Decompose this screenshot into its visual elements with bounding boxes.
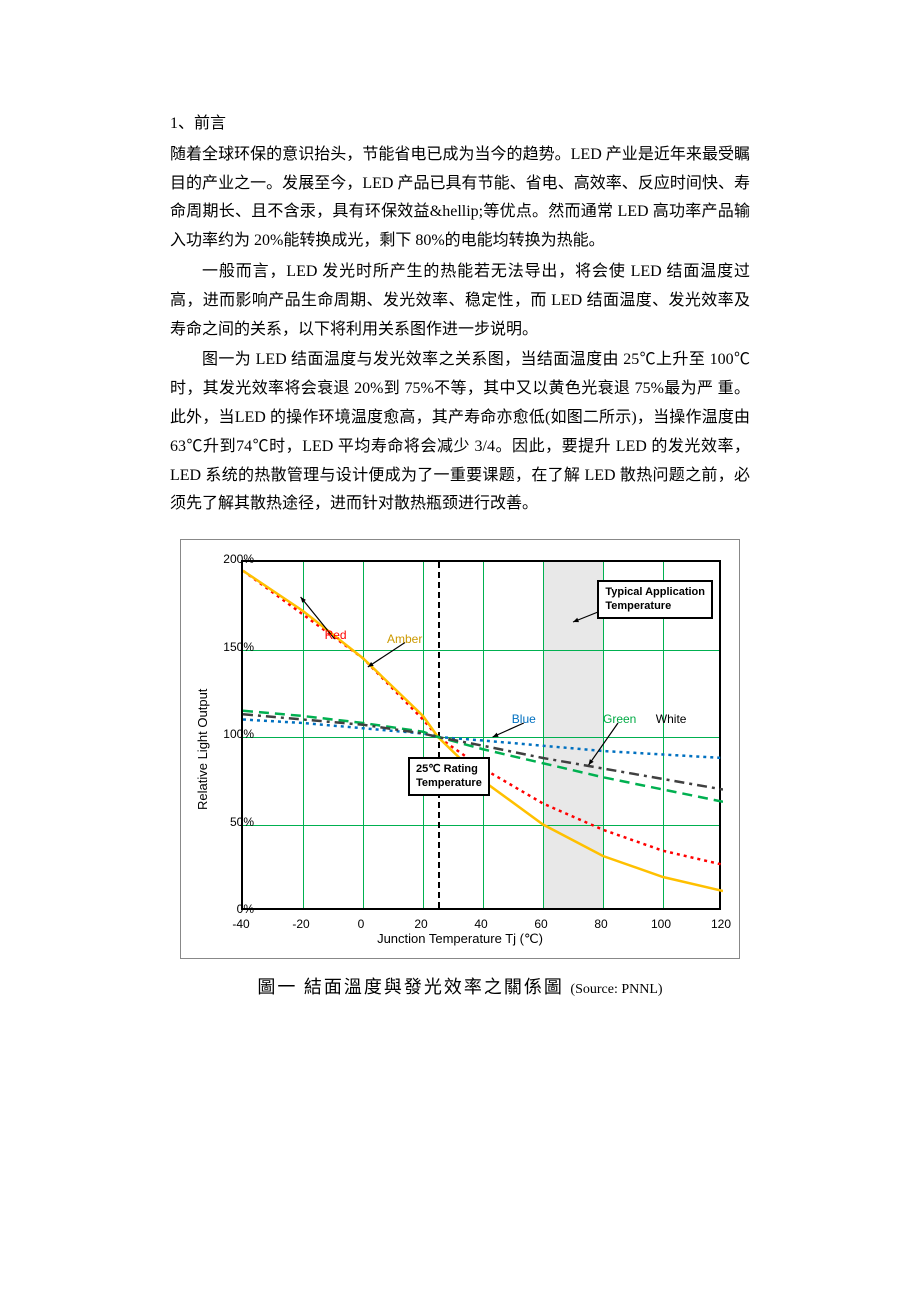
chart-box: Relative Light Output Red Amber Blue Green W… bbox=[180, 539, 740, 959]
series-label-amber: Amber bbox=[387, 629, 422, 651]
x-axis-label: Junction Temperature Tj (℃) bbox=[377, 927, 543, 950]
x-tick-label: 40 bbox=[474, 914, 487, 936]
series-blue bbox=[243, 720, 723, 759]
y-tick-label: 150% bbox=[214, 637, 254, 659]
chart-plot-area: Red Amber Blue Green White Typical Applicatio… bbox=[241, 560, 721, 910]
x-tick-label: 60 bbox=[534, 914, 547, 936]
x-tick-label: 20 bbox=[414, 914, 427, 936]
x-tick-label: 120 bbox=[711, 914, 731, 936]
chart-container: Relative Light Output Red Amber Blue Green W… bbox=[180, 539, 740, 1003]
arrow-head bbox=[573, 618, 579, 622]
paragraph-2: 一般而言，LED 发光时所产生的热能若无法导出，将会使 LED 结面温度过高，进… bbox=[170, 258, 750, 344]
chart-caption: 圖一 結面溫度與發光效率之關係圖 (Source: PNNL) bbox=[180, 971, 740, 1003]
chart-title: 圖一 結面溫度與發光效率之關係圖 bbox=[257, 977, 564, 997]
chart-source: (Source: PNNL) bbox=[570, 982, 662, 997]
paragraph-3: 图一为 LED 结面温度与发光效率之关系图，当结面温度由 25℃上升至 100℃… bbox=[170, 346, 750, 519]
section-title: 1、前言 bbox=[170, 110, 750, 139]
x-tick-label: 100 bbox=[651, 914, 671, 936]
paragraph-1: 随着全球环保的意识抬头，节能省电已成为当今的趋势。LED 产业是近年来最受瞩目的… bbox=[170, 141, 750, 256]
y-tick-label: 200% bbox=[214, 549, 254, 571]
series-label-red: Red bbox=[325, 625, 347, 647]
series-label-blue: Blue bbox=[512, 709, 536, 731]
series-label-white: White bbox=[656, 709, 687, 731]
y-tick-label: 50% bbox=[214, 812, 254, 834]
x-tick-label: 0 bbox=[358, 914, 365, 936]
y-tick-label: 100% bbox=[214, 724, 254, 746]
arrow-head bbox=[589, 759, 594, 765]
series-label-green: Green bbox=[603, 709, 636, 731]
legend-typical-application: Typical ApplicationTemperature bbox=[597, 580, 713, 619]
series-amber bbox=[243, 571, 723, 891]
legend-rating-temperature: 25℃ RatingTemperature bbox=[408, 757, 490, 796]
x-tick-label: -40 bbox=[232, 914, 249, 936]
y-axis-label: Relative Light Output bbox=[191, 689, 214, 810]
x-tick-label: -20 bbox=[292, 914, 309, 936]
x-tick-label: 80 bbox=[594, 914, 607, 936]
